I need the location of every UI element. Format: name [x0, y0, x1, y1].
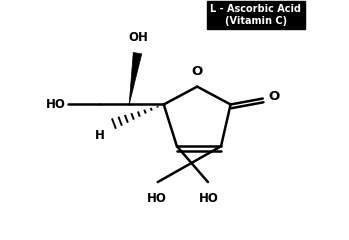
Text: HO: HO: [147, 192, 166, 204]
Text: O: O: [192, 65, 203, 78]
Text: O: O: [269, 90, 280, 103]
Text: HO: HO: [199, 192, 219, 204]
Text: HO: HO: [46, 98, 66, 111]
Polygon shape: [129, 53, 142, 104]
Text: L - Ascorbic Acid
(Vitamin C): L - Ascorbic Acid (Vitamin C): [210, 4, 301, 26]
Text: H: H: [95, 129, 105, 142]
Text: OH: OH: [129, 31, 149, 44]
